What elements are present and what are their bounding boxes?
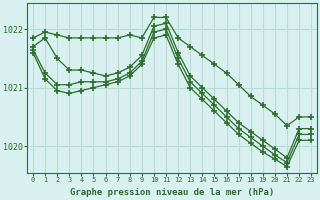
X-axis label: Graphe pression niveau de la mer (hPa): Graphe pression niveau de la mer (hPa) xyxy=(70,188,274,197)
